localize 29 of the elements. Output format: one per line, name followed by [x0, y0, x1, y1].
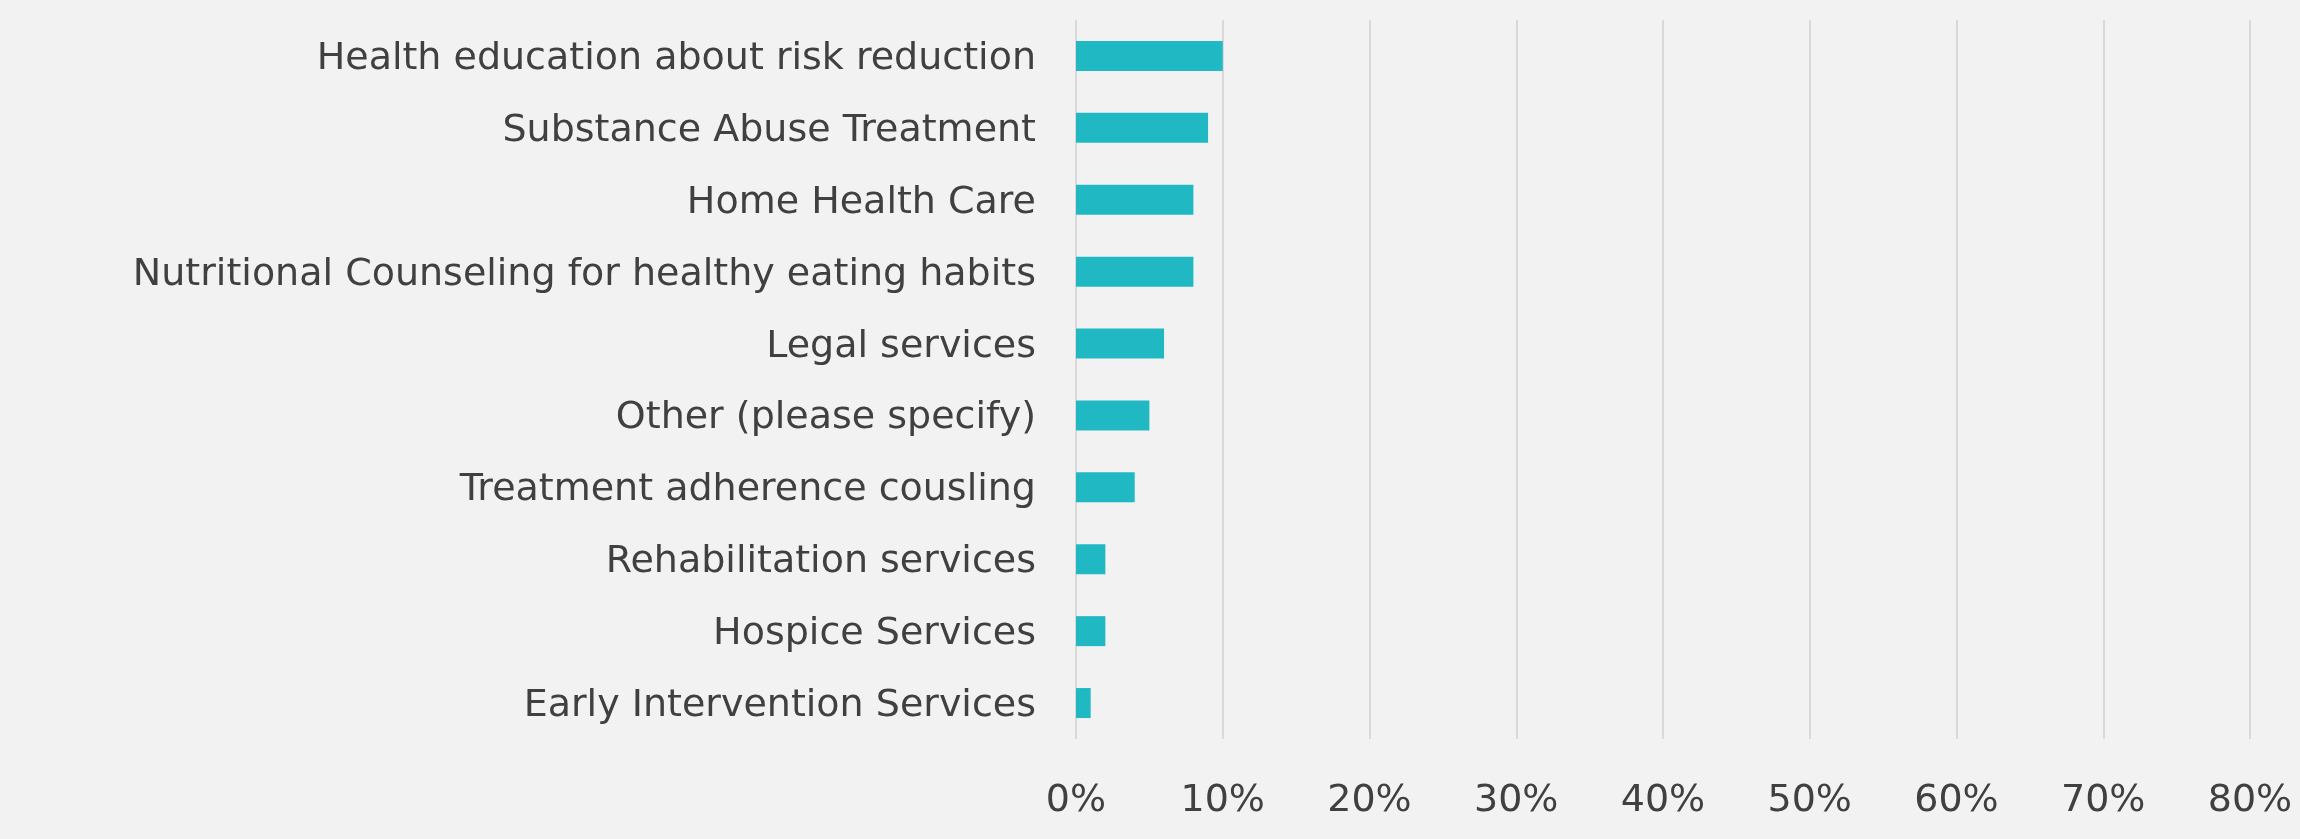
bar — [1076, 256, 1194, 287]
y-tick-label: Early Intervention Services — [523, 681, 1036, 726]
y-tick-label: Other (please specify) — [615, 393, 1036, 438]
x-tick-label: 30% — [1474, 776, 1559, 820]
y-tick-label: Rehabilitation services — [605, 537, 1036, 582]
x-tick-label: 80% — [2207, 776, 2293, 820]
bar — [1076, 616, 1106, 647]
y-tick-label: Health education about risk reduction — [316, 33, 1036, 78]
bar — [1076, 544, 1106, 575]
bar — [1076, 400, 1150, 431]
x-tick-label: 20% — [1327, 776, 1412, 820]
y-tick-label: Home Health Care — [686, 177, 1036, 222]
x-tick-label: 50% — [1767, 776, 1852, 820]
y-tick-label: Legal services — [766, 321, 1036, 366]
bar — [1076, 472, 1135, 503]
x-tick-label: 60% — [1914, 776, 1999, 820]
x-tick-label: 10% — [1180, 776, 1265, 820]
bar — [1076, 328, 1165, 359]
x-tick-label: 70% — [2061, 776, 2146, 820]
y-tick-label: Substance Abuse Treatment — [502, 105, 1036, 150]
x-tick-label: 0% — [1045, 776, 1107, 820]
bar — [1076, 688, 1091, 719]
x-tick-label: 40% — [1620, 776, 1706, 820]
bar — [1076, 40, 1223, 71]
bar — [1076, 184, 1194, 215]
y-tick-label: Treatment adherence cousling — [458, 465, 1036, 510]
y-tick-label: Hospice Services — [713, 609, 1036, 654]
y-tick-label: Nutritional Counseling for healthy eating habits — [132, 249, 1036, 294]
bar — [1076, 112, 1209, 143]
